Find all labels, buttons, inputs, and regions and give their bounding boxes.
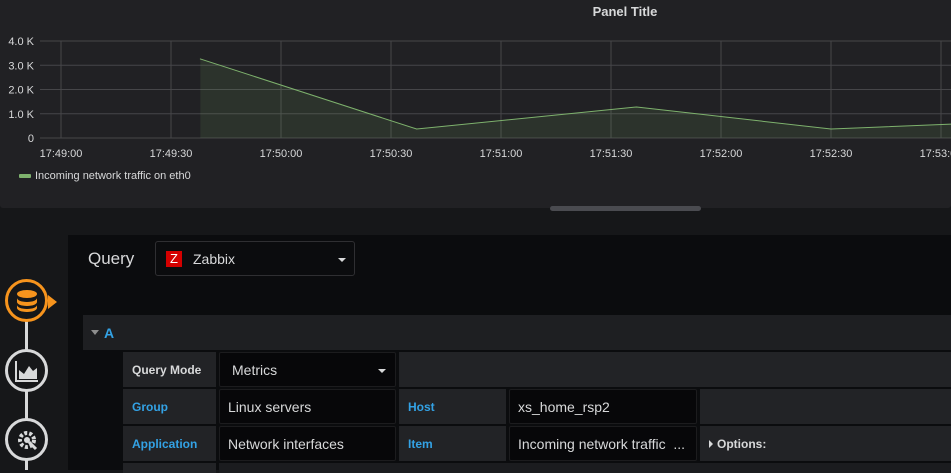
- visualization-icon: [14, 360, 38, 382]
- legend-swatch: [19, 174, 31, 178]
- x-tick-label: 17:51:00: [480, 148, 523, 160]
- data-point: [636, 106, 638, 108]
- y-tick-label: 4.0 K: [8, 36, 34, 48]
- query-row-header[interactable]: A: [83, 315, 951, 350]
- host-input[interactable]: xs_home_rsp2: [509, 389, 697, 424]
- filler: [700, 389, 951, 424]
- y-tick-label: 2.0 K: [8, 85, 34, 97]
- query-mode-label: Query Mode: [123, 352, 216, 387]
- sidebar-item-general[interactable]: [5, 418, 48, 461]
- settings-icon: [17, 430, 37, 450]
- next-row: [123, 463, 216, 473]
- x-tick-label: 17:53:00: [920, 148, 951, 160]
- x-tick-label: 17:50:00: [260, 148, 303, 160]
- chart: 0 1.0 K 2.0 K 3.0 K 4.0 K 17:49:00 17:49:30 17:…: [8, 36, 951, 160]
- group-input[interactable]: Linux servers: [219, 389, 396, 424]
- query-heading: Query: [88, 249, 135, 268]
- next-row: [219, 463, 951, 473]
- x-tick-label: 17:52:00: [700, 148, 743, 160]
- sidebar-item-queries[interactable]: [5, 279, 48, 322]
- datasource-picker[interactable]: Z Zabbix: [155, 241, 355, 276]
- y-tick-label: 1.0 K: [8, 109, 34, 121]
- sidebar-connector: [25, 320, 28, 470]
- query-row-name: A: [104, 324, 115, 341]
- zabbix-logo-icon: Z: [166, 250, 182, 267]
- x-tick-label: 17:50:30: [370, 148, 413, 160]
- query-mode-value: Metrics: [232, 361, 278, 378]
- data-point: [830, 128, 832, 130]
- chevron-down-icon: [338, 258, 346, 262]
- filler: [399, 352, 951, 387]
- collapse-icon: [91, 330, 99, 335]
- application-input[interactable]: Network interfaces: [219, 426, 396, 461]
- options-label: Options:: [717, 436, 767, 451]
- panel-resize-handle[interactable]: [550, 206, 701, 211]
- y-tick-label: 3.0 K: [8, 60, 34, 72]
- legend-label: Incoming network traffic on eth0: [35, 170, 191, 182]
- item-input[interactable]: Incoming network traffic ...: [509, 426, 697, 461]
- database-icon: [16, 289, 37, 312]
- item-label: Item: [399, 426, 506, 461]
- data-point: [199, 58, 201, 60]
- legend-item[interactable]: Incoming network traffic on eth0: [19, 170, 191, 182]
- panel-title[interactable]: Panel Title: [592, 4, 658, 19]
- data-point: [416, 128, 418, 130]
- query-mode-select[interactable]: Metrics: [219, 352, 396, 387]
- x-tick-label: 17:49:00: [40, 148, 83, 160]
- y-tick-label: 0: [28, 133, 34, 145]
- caret-right-icon: [709, 439, 713, 448]
- datasource-name: Zabbix: [193, 250, 236, 267]
- active-pointer: [48, 295, 57, 309]
- query-editor: Query Z Zabbix A Query Mode Metrics Grou…: [68, 235, 951, 473]
- x-tick-label: 17:49:30: [150, 148, 193, 160]
- chevron-down-icon: [378, 369, 386, 373]
- application-label: Application: [123, 426, 216, 461]
- group-label: Group: [123, 389, 216, 424]
- sidebar-item-visualization[interactable]: [5, 349, 48, 392]
- x-tick-label: 17:51:30: [590, 148, 633, 160]
- x-tick-label: 17:52:30: [810, 148, 853, 160]
- options-toggle[interactable]: Options:: [700, 426, 951, 461]
- graph-panel: Panel Title 0 1.0 K 2.0 K 3.0 K 4.0 K 17:49:0…: [0, 0, 951, 208]
- host-label: Host: [399, 389, 506, 424]
- series-area: [200, 58, 951, 138]
